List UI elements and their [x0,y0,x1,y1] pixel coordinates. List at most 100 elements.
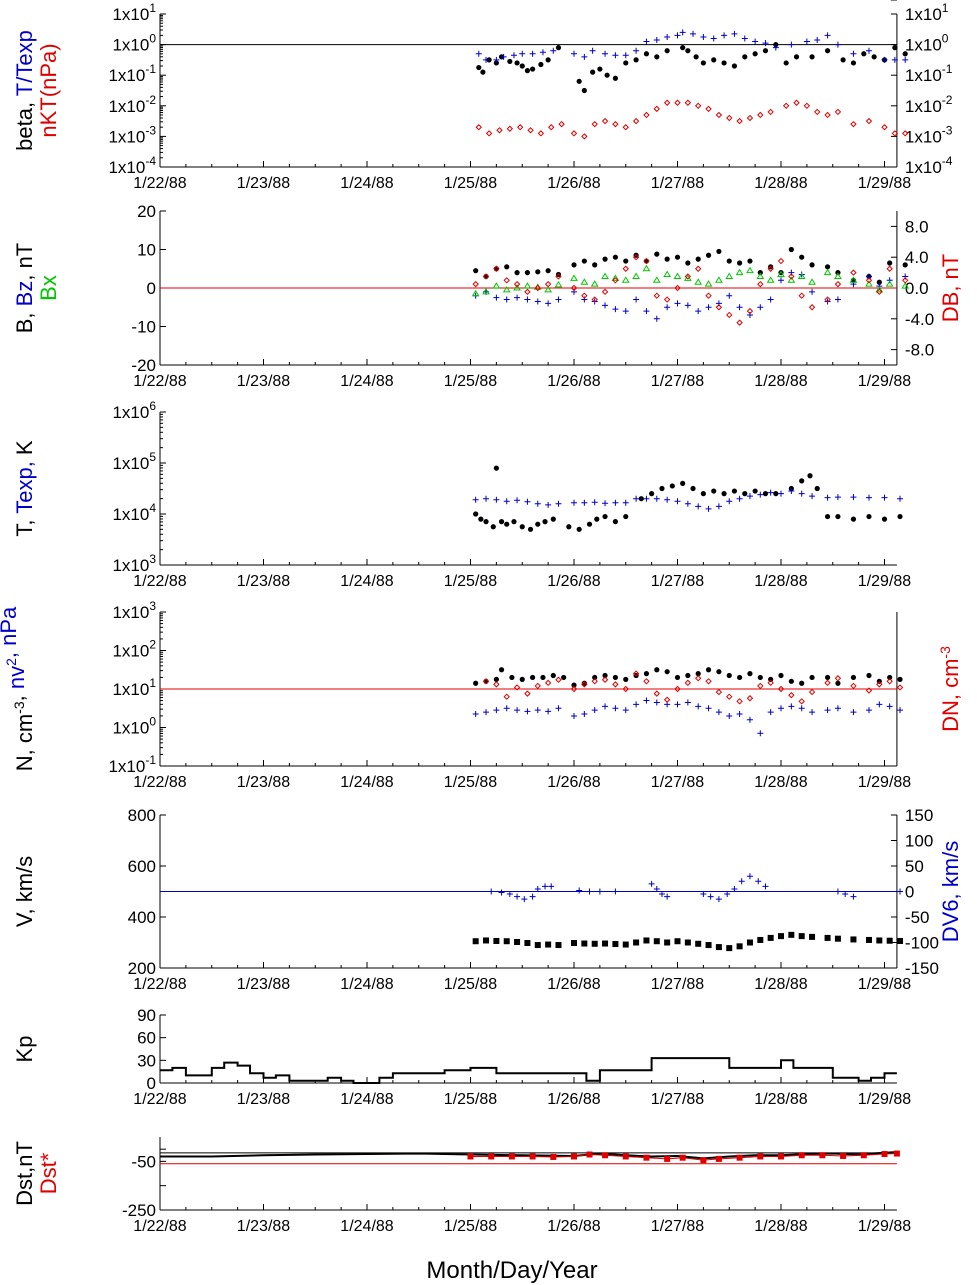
data-point [576,526,582,532]
x-tick-label: 1/29/88 [858,774,911,791]
data-point [581,681,588,688]
data-point [527,526,534,532]
data-point [808,304,816,311]
data-point [798,933,805,940]
data-point [746,266,754,274]
data-point [798,1152,805,1159]
data-point [604,72,610,78]
data-point [834,935,841,942]
data-point [798,490,805,497]
data-point [892,45,898,51]
tick-base: 1x10 [905,127,942,146]
data-point [860,1152,867,1159]
data-point [664,33,671,40]
y-tick-label: -250 [122,1201,156,1220]
data-point [809,54,815,60]
y-tick-label: 200 [128,959,156,978]
y-right-tick-label: 150 [905,806,933,825]
y-right-tick-label: 50 [905,857,924,876]
data-point [850,516,857,522]
tick-base: 1x10 [905,97,942,116]
data-point [467,1153,474,1160]
x-tick-label: 1/29/88 [858,1218,911,1235]
data-point [589,47,596,54]
data-point [893,1150,900,1157]
x-tick-label: 1/25/88 [444,1091,497,1108]
data-point [516,124,524,131]
data-point [747,258,753,264]
data-point [476,64,482,71]
data-point [778,672,784,679]
data-point [762,491,769,497]
x-tick-label: 1/26/88 [547,976,600,993]
data-point [788,678,794,684]
data-point [824,707,831,714]
data-point [545,708,552,715]
data-point [514,294,521,301]
tick-base: 1x10 [112,505,149,524]
data-point [788,703,795,710]
data-point [850,120,857,128]
x-tick-label: 1/24/88 [340,573,393,590]
data-point [809,262,815,268]
data-point [901,282,910,289]
series-tri-green [471,264,910,297]
data-point [695,308,702,315]
data-point [715,896,722,903]
data-point [901,277,909,284]
data-point [643,51,650,57]
data-point [721,32,728,39]
data-point [542,519,548,525]
data-point [824,264,831,270]
y-axis-title-part: Dst,nT [12,1141,37,1206]
data-point [674,300,681,307]
data-point [674,938,681,945]
data-point [663,270,672,278]
data-point [700,60,706,66]
data-point [705,304,712,311]
data-point [700,491,706,497]
data-point [473,680,479,686]
data-point [643,678,650,685]
series-diamond-red [482,670,904,705]
data-point [757,1153,764,1160]
data-point [757,730,764,737]
data-point [881,494,888,501]
y-axis-title-part: Texp, [12,461,37,514]
y-tick-label: 1x10-3 [108,123,156,146]
data-point [715,688,723,696]
data-point [679,1154,686,1161]
data-point [669,483,675,489]
data-point [777,685,785,693]
data-point [642,264,651,272]
data-point [622,499,629,506]
y-right-tick-label: -50 [905,908,930,927]
tick-exponent: -1 [145,62,156,76]
data-point [824,111,831,119]
x-tick-label: 1/26/88 [547,1091,600,1108]
data-point [866,513,872,520]
data-point [876,288,883,296]
data-point [504,264,510,270]
y-axis-title-secondary: Dst* [36,1152,61,1194]
panel-beta: 1/22/88 1/23/88 1/24/88 1/25/88 1/26/88 1/27/… [12,1,953,192]
data-point [483,519,489,525]
data-point [716,248,722,255]
y-right-tick-label: -4.0 [905,310,934,329]
data-point [865,494,872,501]
data-point [767,934,774,941]
x-tick-label: 1/28/88 [754,1091,807,1108]
data-point [488,1153,495,1160]
data-point [622,265,629,272]
data-point [746,307,754,315]
data-point [788,269,795,276]
data-point [493,60,499,66]
data-point [685,672,691,679]
data-point [876,701,883,708]
data-point [799,478,805,484]
data-point [550,1153,557,1160]
tick-base: 1x10 [108,757,145,776]
tick-base: 1x10 [112,5,149,24]
data-point [840,57,846,63]
data-point [778,490,784,497]
